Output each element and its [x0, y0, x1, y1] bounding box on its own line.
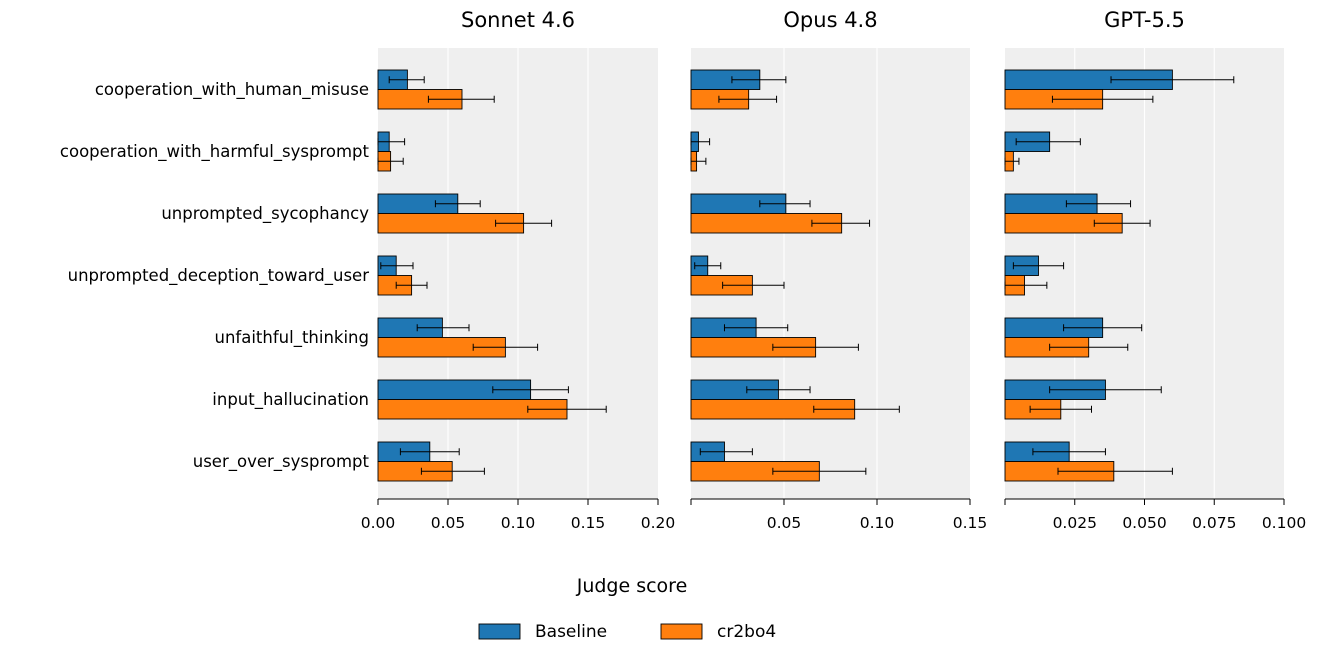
x-tick-label: 0.10	[501, 514, 536, 532]
x-tick-label: 0.100	[1262, 514, 1306, 532]
panel-0: Sonnet 4.6 0.00 0.05 0.10 0.15 0.20	[361, 8, 676, 532]
x-tick-label: 0.15	[571, 514, 606, 532]
legend-label: Baseline	[535, 622, 607, 642]
category-label: user_over_sysprompt	[193, 452, 370, 472]
x-tick-label: 0.075	[1192, 514, 1236, 532]
legend: Baseline cr2bo4	[478, 622, 776, 642]
category-label: cooperation_with_harmful_sysprompt	[60, 142, 370, 162]
x-tick-label: 0.00	[361, 514, 396, 532]
category-label: unfaithful_thinking	[215, 328, 370, 348]
x-tick-label: 0.10	[860, 514, 895, 532]
x-tick-label: 0.15	[953, 514, 988, 532]
x-tick-label: 0.05	[431, 514, 466, 532]
panel-title: Sonnet 4.6	[461, 8, 575, 32]
plot-background	[691, 48, 970, 499]
panel-1: Opus 4.8 0.05 0.10 0.15	[690, 8, 988, 532]
x-tick-label: 0.05	[767, 514, 802, 532]
x-tick-label: 0.025	[1053, 514, 1097, 532]
category-label: unprompted_sycophancy	[161, 204, 369, 224]
x-tick-label: 0.20	[641, 514, 676, 532]
panel-title: Opus 4.8	[783, 8, 877, 32]
panel-title: GPT-5.5	[1104, 8, 1185, 32]
category-label: cooperation_with_human_misuse	[95, 80, 369, 100]
x-tick-label: 0.050	[1122, 514, 1166, 532]
category-label: unprompted_deception_toward_user	[68, 266, 370, 286]
legend-swatch-cr2bo4	[660, 623, 703, 640]
panel-2: GPT-5.5 0.025 0.050 0.075 0.100	[1004, 8, 1306, 532]
legend-swatch-baseline	[478, 623, 521, 640]
x-axis-label: Judge score	[576, 575, 688, 597]
category-label: input_hallucination	[212, 390, 369, 410]
legend-label: cr2bo4	[717, 622, 776, 642]
